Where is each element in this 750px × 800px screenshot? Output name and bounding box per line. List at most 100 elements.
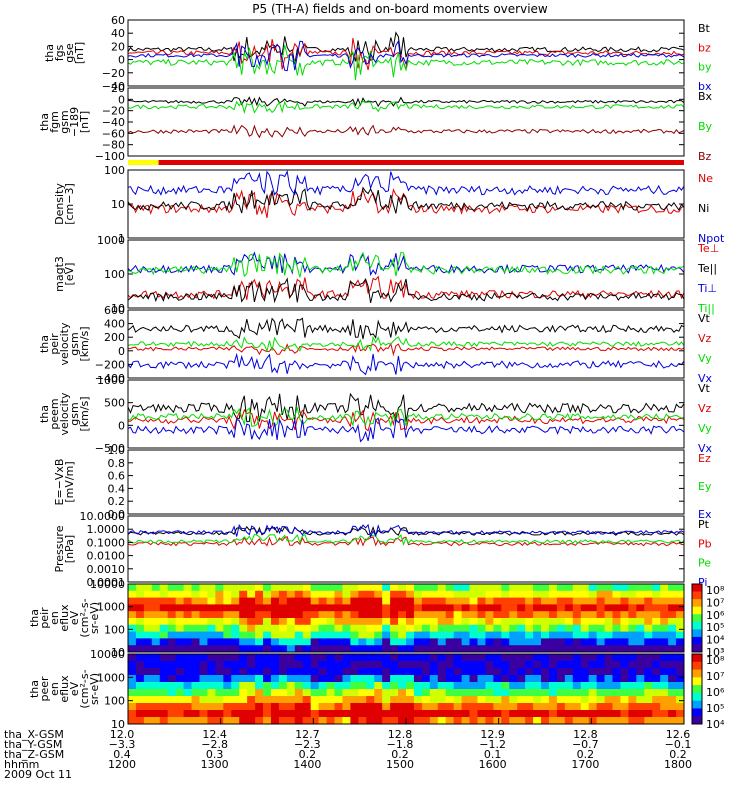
- spectrogram-cell: [509, 638, 518, 646]
- spectrogram-cell: [151, 654, 161, 662]
- spectrogram-cell: [429, 604, 439, 612]
- spectrogram-cell: [501, 604, 510, 612]
- spectrogram-cell: [318, 638, 328, 646]
- spectrogram-cell: [564, 654, 574, 662]
- panel-frame: [127, 379, 685, 449]
- spectrogram-cell: [270, 631, 280, 639]
- footer-row-label: hhmm: [4, 758, 39, 771]
- spectrogram-cell: [342, 654, 351, 662]
- spectrogram-cell: [302, 624, 312, 633]
- spectrogram-cell: [437, 696, 447, 704]
- spectrogram-cell: [676, 645, 685, 653]
- spectrogram-cell: [318, 611, 328, 619]
- spectrogram-cell: [604, 624, 614, 633]
- spectrogram-cell: [580, 689, 590, 697]
- panel-peem_vel: VtVzVyVx10005000−500thapeemvelocitygsm[k…: [38, 374, 713, 455]
- spectrogram-cell: [596, 584, 606, 592]
- spectrogram-cell: [223, 661, 232, 669]
- spectrogram-cell: [175, 618, 185, 626]
- spectrogram-cell: [620, 703, 629, 711]
- spectrogram-cell: [652, 631, 661, 639]
- ytick-label: 500: [104, 397, 125, 410]
- spectrogram-cell: [533, 661, 542, 669]
- spectrogram-cell: [207, 618, 216, 626]
- spectrogram-cell: [263, 638, 272, 646]
- ylabel-line: velocity: [58, 392, 71, 435]
- spectrogram-cell: [644, 618, 653, 626]
- spectrogram-cell: [509, 624, 518, 633]
- spectrogram-cell: [191, 696, 200, 704]
- spectrogram-cell: [278, 654, 288, 662]
- spectrogram-cell: [437, 604, 447, 612]
- spectrogram-cell: [286, 675, 296, 683]
- spectrogram-cell: [310, 631, 320, 639]
- status-bar-yellow: [128, 160, 159, 165]
- spectrogram-cell: [175, 654, 185, 662]
- colorbar-step: [692, 677, 702, 686]
- spectrogram-cell: [485, 631, 494, 639]
- spectrogram-cell: [445, 584, 455, 592]
- spectrogram-cell: [588, 597, 598, 605]
- spectrogram-cell: [223, 584, 232, 592]
- series-line-pressure-3: [127, 523, 685, 539]
- spectrogram-cell: [231, 682, 240, 690]
- spectrogram-cell: [572, 689, 582, 697]
- spectrogram-cell: [247, 604, 256, 612]
- colorbar-frame: [691, 583, 703, 653]
- spectrogram-cell: [612, 624, 621, 633]
- spectrogram-cell: [437, 661, 447, 669]
- spectrogram-cell: [628, 618, 637, 626]
- spectrogram-cell: [382, 584, 391, 592]
- spectrogram-cell: [588, 638, 598, 646]
- spectrogram-cell: [247, 618, 256, 626]
- spectrogram-cell: [469, 710, 478, 718]
- spectrogram-cell: [509, 645, 518, 653]
- spectrogram-cell: [390, 604, 399, 612]
- footer-value-time: 1200: [108, 758, 136, 771]
- spectrogram-cell: [628, 584, 637, 592]
- spectrogram-cell: [461, 717, 471, 725]
- spectrogram-cell: [278, 604, 288, 612]
- spectrogram-cell: [223, 638, 232, 646]
- spectrogram-cell: [541, 624, 550, 633]
- spectrogram-cell: [390, 638, 399, 646]
- spectrogram-cell: [199, 638, 208, 646]
- spectrogram-cell: [485, 590, 494, 599]
- spectrogram-cell: [143, 611, 153, 619]
- spectrogram-cell: [652, 638, 661, 646]
- spectrogram-cell: [326, 703, 336, 711]
- spectrogram-cell: [406, 604, 415, 612]
- spectrogram-cell: [167, 654, 177, 662]
- footer-value-x: 12.6: [666, 728, 691, 741]
- spectrogram-cell: [636, 604, 645, 612]
- spectrogram-cell: [310, 597, 320, 605]
- spectrogram-cell: [517, 618, 526, 626]
- spectrogram-cell: [175, 696, 185, 704]
- spectrogram-cell: [445, 604, 455, 612]
- spectrogram-cell: [263, 668, 272, 676]
- ytick-label: −100: [95, 150, 125, 163]
- spectrogram-cell: [453, 611, 463, 619]
- spectrogram-cell: [668, 631, 677, 639]
- spectrogram-cell: [247, 597, 256, 605]
- spectrogram-cell: [382, 668, 391, 676]
- spectrogram-cell: [263, 597, 272, 605]
- spectrogram-cell: [533, 654, 542, 662]
- legend-label: Vy: [698, 422, 712, 435]
- spectrogram-cell: [644, 597, 653, 605]
- spectrogram-cell: [263, 604, 272, 612]
- spectrogram-cell: [151, 624, 161, 633]
- ylabel-line: gsm: [68, 402, 81, 425]
- spectrogram-cell: [660, 689, 669, 697]
- spectrogram-cell: [541, 590, 550, 599]
- spectrogram-cell: [390, 710, 399, 718]
- spectrogram-cell: [159, 654, 169, 662]
- spectrogram-cell: [413, 710, 423, 718]
- ylabel-density: Density[cm−3]: [53, 183, 76, 225]
- spectrogram-cell: [342, 682, 351, 690]
- spectrogram-cell: [421, 710, 431, 718]
- spectrogram-cell: [406, 675, 415, 683]
